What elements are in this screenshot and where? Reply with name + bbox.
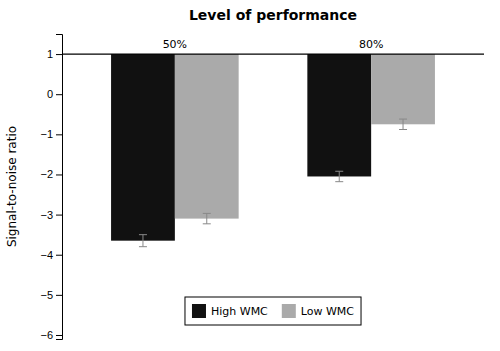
- y-tick: −1: [40, 128, 62, 140]
- y-tick: −6: [40, 329, 62, 341]
- y-tick-label: 1: [47, 48, 53, 60]
- y-tick: −4: [40, 249, 62, 261]
- legend-label: High WMC: [211, 305, 268, 318]
- error-bar-cap: [335, 171, 343, 172]
- y-tick-mark: [56, 255, 62, 256]
- legend-swatch: [192, 304, 206, 318]
- y-tick-label: −5: [40, 289, 53, 301]
- bar: [371, 54, 435, 124]
- y-tick-mark: [56, 335, 62, 336]
- group-label: 80%: [359, 38, 383, 51]
- y-tick-mark: [56, 94, 62, 95]
- chart: 1 0 −1 −2 −3 −4 −5 −6 50% 80% High WMC Low WMC Level…: [0, 0, 500, 351]
- error-bar-cap: [335, 181, 343, 182]
- error-bar: [203, 213, 211, 223]
- error-bar-stem: [339, 171, 340, 181]
- bar: [175, 54, 239, 219]
- group-label: 50%: [163, 38, 187, 51]
- y-tick-mark: [56, 54, 62, 55]
- legend-item: Low WMC: [282, 304, 355, 318]
- y-axis-title: Signal-to-noise ratio: [5, 126, 19, 247]
- legend-label: Low WMC: [301, 305, 355, 318]
- series: [111, 54, 371, 241]
- series: [175, 54, 435, 219]
- y-tick-mark: [56, 215, 62, 216]
- y-tick-label: −3: [40, 209, 53, 221]
- error-bar-cap: [203, 213, 211, 214]
- y-tick-label: −1: [40, 128, 53, 140]
- y-tick-label: −6: [40, 329, 53, 341]
- error-bar: [335, 171, 343, 181]
- marks: [62, 54, 484, 247]
- error-bar: [139, 235, 147, 247]
- y-tick-mark: [56, 295, 62, 296]
- y-tick-label: −2: [40, 168, 53, 180]
- y-tick: 0: [47, 88, 62, 100]
- error-bar: [399, 119, 407, 129]
- error-bar-cap: [399, 129, 407, 130]
- bar: [307, 54, 371, 176]
- y-axis-line: [56, 35, 63, 340]
- legend-item: High WMC: [192, 304, 268, 318]
- legend-frame: [185, 297, 361, 325]
- error-bar-cap: [139, 234, 147, 235]
- y-tick-label: −4: [40, 249, 53, 261]
- error-bar-cap: [203, 223, 211, 224]
- error-bar-cap: [139, 246, 147, 247]
- plot: 1 0 −1 −2 −3 −4 −5 −6 50% 80% High WMC Low WMC: [40, 35, 484, 342]
- error-bar-stem: [403, 119, 404, 129]
- error-bar-stem: [206, 213, 207, 223]
- y-tick-label: 0: [47, 88, 53, 100]
- error-bar-stem: [142, 235, 143, 247]
- title: Level of performance: [189, 7, 357, 23]
- y-tick: −3: [40, 209, 62, 221]
- y-tick: −5: [40, 289, 62, 301]
- y-tick: −2: [40, 168, 62, 180]
- legend: High WMC Low WMC: [185, 297, 361, 325]
- error-bar-cap: [399, 119, 407, 120]
- y-axis: 1 0 −1 −2 −3 −4 −5 −6: [40, 35, 62, 342]
- y-tick-mark: [56, 174, 62, 175]
- baseline: [62, 53, 484, 54]
- bar: [111, 54, 175, 241]
- y-tick: 1: [47, 48, 62, 60]
- legend-swatch: [282, 304, 296, 318]
- y-tick-mark: [56, 134, 62, 135]
